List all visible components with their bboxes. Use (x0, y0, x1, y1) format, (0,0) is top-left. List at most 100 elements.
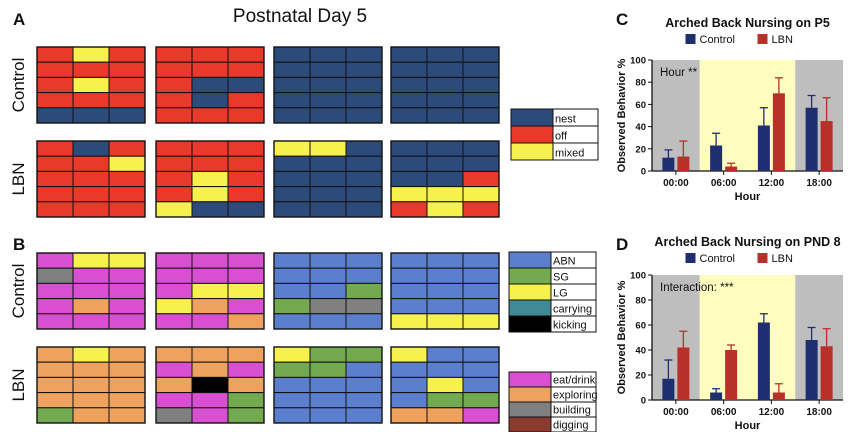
grid-cell (155, 170, 193, 188)
grid-cell (462, 392, 500, 409)
grid-border (390, 140, 500, 218)
grid-cell (36, 61, 74, 78)
grid-cell (72, 392, 110, 409)
grid-cell (309, 407, 347, 424)
bar-control (662, 378, 675, 400)
grid-cell (309, 155, 347, 172)
grid-border (390, 46, 500, 124)
grid-cell (345, 46, 383, 63)
main-title: Postnatal Day 5 (233, 6, 367, 27)
grid-cell (345, 170, 383, 188)
grid-cell (462, 107, 500, 124)
panel-b-control-grid (155, 252, 265, 330)
y-tick-label: 100 (630, 271, 646, 282)
grid-cell (309, 92, 347, 109)
grid-cell (36, 107, 74, 124)
grid-cell (36, 201, 74, 218)
legend-swatch (508, 386, 552, 403)
grid-cell (309, 313, 347, 330)
grid-border (36, 46, 146, 124)
grid-cell (345, 346, 383, 363)
panel-b-control-grid (390, 252, 500, 330)
x-axis-label: Hour (735, 420, 761, 432)
y-tick-label: 20 (635, 371, 646, 382)
bar-lbn (820, 121, 833, 171)
legend-swatch (685, 34, 696, 44)
grid-cell (390, 92, 428, 109)
grid-cell (72, 252, 110, 269)
grid-cell (191, 282, 229, 300)
grid-cell (155, 298, 193, 315)
panel-b-control-grid (273, 252, 383, 330)
panel-b-control-grid (36, 252, 146, 330)
grid-border (273, 252, 383, 330)
x-tick-label: 00:00 (663, 407, 689, 418)
legend-label: exploring (553, 390, 598, 402)
grid-cell (155, 407, 193, 424)
grid-cell (273, 282, 311, 300)
background-shade (699, 60, 748, 171)
legend-swatch (757, 253, 768, 263)
grid-cell (108, 61, 146, 78)
legend-swatch (508, 267, 552, 285)
y-tick-label: 80 (635, 78, 646, 89)
grid-cell (462, 92, 500, 109)
y-tick-label: 0 (641, 396, 646, 407)
grid-cell (390, 298, 428, 315)
grid-cell (273, 298, 311, 315)
grid-cell (309, 140, 347, 157)
grid-cell (36, 361, 74, 378)
grid-cell (72, 298, 110, 315)
panel-label-a: A (13, 10, 25, 29)
grid-cell (462, 252, 500, 269)
grid-border (36, 346, 146, 424)
grid-cell (227, 313, 265, 330)
grid-border (273, 346, 383, 424)
panel-a-group-label: LBN (9, 162, 28, 195)
grid-cell (155, 61, 193, 78)
grid-cell (426, 252, 464, 269)
grid-cell (227, 361, 265, 378)
grid-cell (345, 361, 383, 378)
grid-cell (390, 46, 428, 63)
x-tick-label: 06:00 (711, 178, 737, 189)
chart-title: Arched Back Nursing on P5 (665, 16, 830, 30)
panel-a-lbn-grid (390, 140, 500, 218)
grid-cell (309, 252, 347, 269)
grid-cell (108, 407, 146, 424)
grid-cell (390, 170, 428, 188)
background-shade (747, 275, 796, 400)
grid-cell (345, 267, 383, 284)
legend-label-box (552, 142, 599, 161)
bar-control (710, 392, 723, 400)
legend-label: ABN (553, 256, 576, 268)
grid-cell (72, 46, 110, 63)
grid-cell (36, 92, 74, 109)
grid-cell (155, 392, 193, 409)
grid-cell (108, 107, 146, 124)
grid-cell (155, 186, 193, 203)
grid-cell (345, 76, 383, 94)
grid-cell (426, 361, 464, 378)
grid-cell (72, 376, 110, 394)
panel-b-lbn-grid (273, 346, 383, 424)
grid-cell (462, 76, 500, 94)
panel-a-control-grid (273, 46, 383, 124)
stat-annotation: Interaction: *** (660, 282, 734, 294)
grid-cell (155, 155, 193, 172)
grid-cell (390, 267, 428, 284)
grid-cell (426, 140, 464, 157)
x-axis-label: Hour (735, 191, 761, 203)
grid-cell (72, 267, 110, 284)
y-tick-label: 60 (635, 100, 646, 111)
legend-label-box (550, 416, 597, 432)
grid-cell (273, 92, 311, 109)
grid-cell (108, 252, 146, 269)
legend-swatch (508, 416, 552, 432)
grid-cell (227, 186, 265, 203)
grid-cell (72, 61, 110, 78)
grid-cell (227, 107, 265, 124)
grid-border (390, 252, 500, 330)
grid-cell (36, 76, 74, 94)
grid-cell (155, 140, 193, 157)
